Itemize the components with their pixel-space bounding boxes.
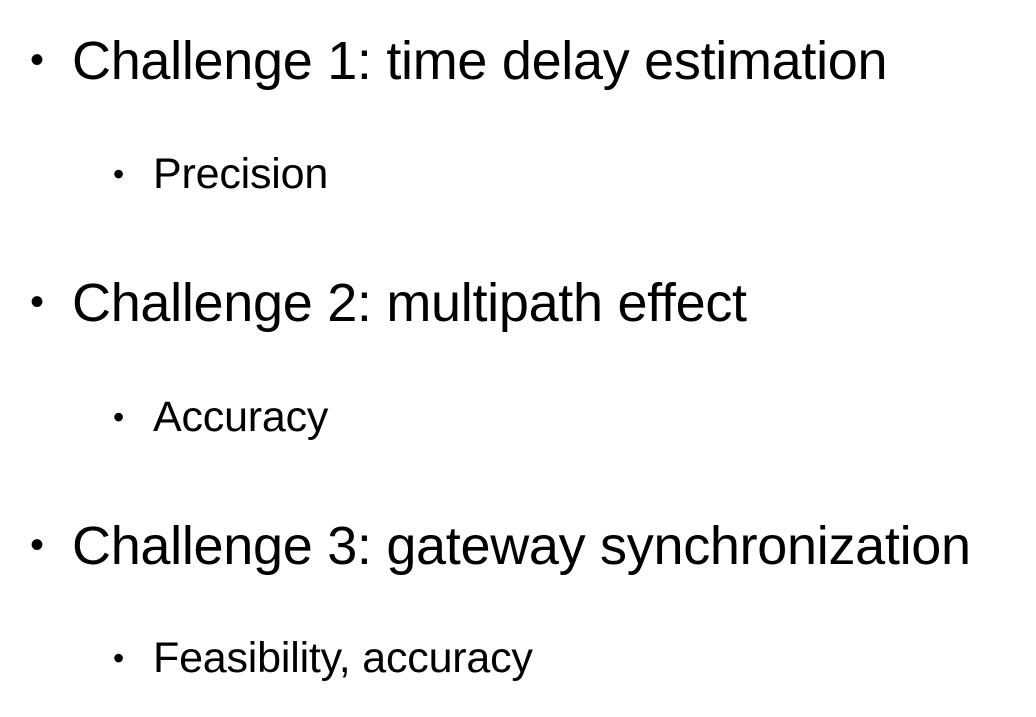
challenge-2-item: • Challenge 2: multipath effect <box>30 273 747 333</box>
challenge-1-subtext: Precision <box>153 150 329 198</box>
bullet-icon: • <box>113 640 125 676</box>
challenge-1-subitem: • Precision <box>113 150 329 198</box>
challenge-3-subitem: • Feasibility, accuracy <box>113 634 533 682</box>
challenge-3-text: Challenge 3: gateway synchronization <box>72 516 971 576</box>
bullet-icon: • <box>113 156 125 192</box>
bullet-icon: • <box>113 399 125 435</box>
bullet-icon: • <box>30 523 44 567</box>
challenge-1-item: • Challenge 1: time delay estimation <box>30 31 888 91</box>
challenge-2-text: Challenge 2: multipath effect <box>72 273 747 333</box>
challenge-2-subitem: • Accuracy <box>113 393 329 441</box>
challenge-2-subtext: Accuracy <box>153 393 329 441</box>
challenge-3-subtext: Feasibility, accuracy <box>153 634 533 682</box>
bullet-icon: • <box>30 38 44 82</box>
challenge-1-text: Challenge 1: time delay estimation <box>72 31 888 91</box>
challenge-3-item: • Challenge 3: gateway synchronization <box>30 516 971 576</box>
bullet-icon: • <box>30 280 44 324</box>
